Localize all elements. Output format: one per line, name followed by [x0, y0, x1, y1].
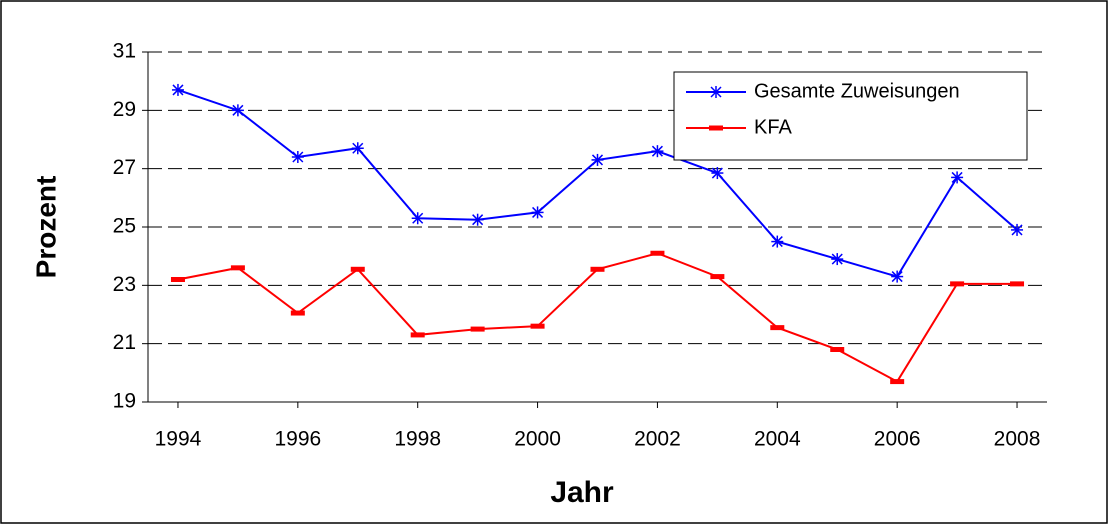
- marker-stroke: [292, 151, 304, 163]
- data-point: [531, 206, 544, 219]
- data-point: [770, 325, 785, 331]
- marker-stroke: [951, 171, 963, 183]
- marker-stroke: [1011, 224, 1023, 236]
- data-point: [471, 213, 484, 226]
- marker-stroke: [470, 326, 485, 332]
- data-point: [950, 281, 965, 287]
- data-point: [1011, 223, 1024, 236]
- marker-stroke: [831, 253, 843, 265]
- legend-label: Gesamte Zuweisungen: [754, 80, 960, 102]
- data-point: [711, 167, 724, 180]
- marker-stroke: [771, 236, 783, 248]
- data-point: [1010, 281, 1025, 287]
- data-point: [891, 270, 904, 283]
- data-point: [590, 266, 605, 272]
- data-point: [350, 266, 365, 272]
- marker-stroke: [890, 379, 905, 385]
- marker-stroke: [352, 142, 364, 154]
- y-tick-label: 19: [113, 390, 136, 413]
- data-point: [951, 171, 964, 184]
- data-point: [710, 274, 725, 280]
- data-point: [651, 145, 664, 158]
- marker-stroke: [412, 212, 424, 224]
- data-point: [291, 151, 304, 163]
- data-point: [170, 277, 185, 282]
- data-point: [771, 235, 784, 248]
- marker-stroke: [230, 265, 245, 271]
- y-tick-label: 21: [113, 331, 136, 354]
- x-axis-label: Jahr: [550, 476, 614, 509]
- x-tick-label: 1994: [155, 428, 202, 451]
- data-point: [830, 347, 845, 352]
- legend-marker: [710, 86, 722, 98]
- legend-box: [673, 71, 1028, 161]
- x-tick-label: 2004: [754, 428, 801, 451]
- marker-stroke: [591, 154, 604, 166]
- x-tick-label: 1996: [274, 428, 321, 451]
- data-point: [230, 265, 245, 271]
- marker-stroke: [711, 167, 723, 179]
- y-tick-label: 23: [113, 273, 136, 296]
- data-point: [231, 104, 244, 117]
- data-point: [530, 323, 545, 329]
- x-tick-label: 2000: [514, 428, 561, 451]
- marker-stroke: [830, 347, 845, 352]
- marker-stroke: [770, 325, 785, 331]
- data-point: [410, 332, 425, 338]
- data-point: [411, 212, 424, 225]
- marker-stroke: [472, 214, 484, 226]
- marker-stroke: [590, 266, 605, 272]
- x-tick-label: 2008: [994, 428, 1041, 451]
- y-tick-label: 29: [113, 98, 136, 121]
- y-tick-label: 27: [113, 156, 136, 179]
- marker-stroke: [650, 250, 665, 256]
- x-tick-label: 1998: [394, 428, 441, 451]
- marker-stroke: [651, 145, 663, 157]
- legend-label: KFA: [754, 116, 792, 138]
- marker-stroke: [232, 104, 244, 116]
- marker-stroke: [950, 281, 965, 287]
- data-point: [650, 250, 665, 256]
- marker-stroke: [710, 274, 725, 280]
- y-tick-label: 25: [113, 215, 136, 238]
- marker-stroke: [532, 206, 544, 218]
- marker-stroke: [1010, 281, 1025, 287]
- data-point: [470, 326, 485, 332]
- data-point: [890, 379, 905, 385]
- data-point: [831, 253, 844, 266]
- x-tick-label: 2002: [634, 428, 681, 451]
- marker-stroke: [891, 271, 903, 283]
- marker-stroke: [350, 266, 365, 272]
- marker-stroke: [530, 323, 545, 329]
- marker-stroke: [172, 84, 184, 96]
- marker-stroke: [170, 277, 185, 282]
- y-tick-label: 31: [113, 40, 136, 63]
- data-point: [171, 83, 184, 96]
- legend-marker: [709, 125, 723, 131]
- data-point: [351, 142, 364, 155]
- data-point: [290, 310, 305, 316]
- marker-stroke: [410, 332, 425, 338]
- data-point: [591, 153, 604, 166]
- marker-stroke: [290, 310, 305, 316]
- x-tick-label: 2006: [874, 428, 921, 451]
- y-axis-label: Prozent: [30, 176, 61, 279]
- marker-stroke: [709, 125, 723, 131]
- marker-stroke: [710, 86, 722, 98]
